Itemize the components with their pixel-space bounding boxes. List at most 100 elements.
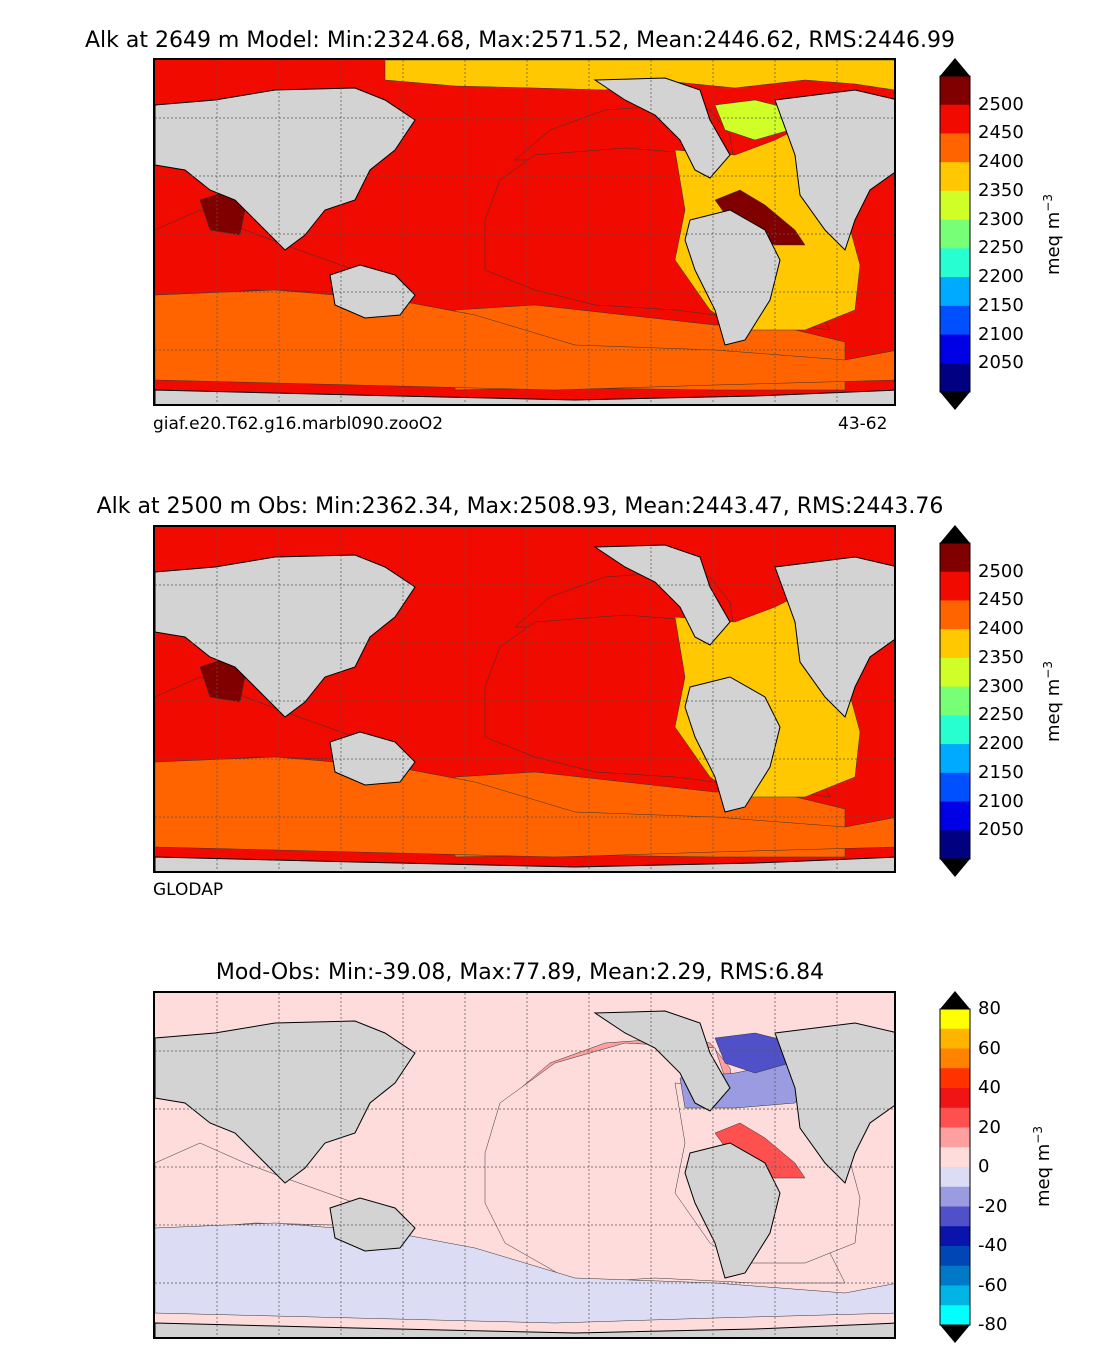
colorbar-extend-min [940, 1325, 970, 1343]
colorbar-swatch [940, 1265, 970, 1286]
panel1-map-svg [155, 60, 894, 404]
colorbar-swatch [940, 162, 970, 192]
colorbar-swatch [940, 190, 970, 221]
colorbar-tick-label: 2250 [978, 704, 1024, 726]
colorbar-swatch [940, 277, 970, 307]
panel2-map [153, 525, 896, 873]
colorbar-swatch [940, 571, 970, 601]
colorbar-svg [939, 58, 971, 410]
colorbar-swatch [940, 1246, 970, 1267]
colorbar-svg [939, 991, 971, 1343]
colorbar-swatch [940, 1028, 970, 1049]
colorbar-tick-label: -60 [978, 1274, 1008, 1296]
colorbar-swatch [940, 772, 970, 803]
colorbar-swatch [940, 657, 970, 688]
colorbar-swatch [940, 830, 970, 860]
colorbar-tick-label: 2100 [978, 790, 1024, 812]
colorbar-tick-label: 0 [978, 1156, 990, 1177]
panel2-title: Alk at 2500 m Obs: Min:2362.34, Max:2508… [96, 494, 944, 519]
colorbar-tick-label: 2250 [978, 237, 1024, 259]
colorbar-swatch [940, 1285, 970, 1306]
colorbar-swatch [940, 76, 970, 106]
colorbar-tick-label: 2050 [978, 352, 1024, 374]
colorbar-tick-label: 2050 [978, 819, 1024, 841]
colorbar-swatch [940, 1048, 970, 1069]
colorbar-tick-label: 2500 [978, 93, 1024, 115]
land-mass [593, 1010, 731, 1112]
land-mass [593, 77, 731, 179]
colorbar-tick-label: 80 [978, 998, 1001, 1019]
colorbar-extend-max [940, 991, 970, 1009]
panel1-caption-right: 43-62 [838, 414, 888, 434]
land-mass [329, 1197, 416, 1252]
colorbar-tick-label: 2450 [978, 122, 1024, 144]
land-mass [155, 1322, 894, 1337]
colorbar-swatch [940, 1088, 970, 1109]
colorbar-swatch [940, 1009, 970, 1030]
colorbar-tick-label: 2300 [978, 675, 1024, 697]
land-mass [329, 264, 416, 319]
colorbar-swatch [940, 629, 970, 659]
colorbar-swatch [940, 1305, 970, 1326]
panel3-colorbar-label: meq m−3 [1031, 1126, 1054, 1207]
colorbar-swatch [940, 219, 970, 249]
colorbar-tick-label: -40 [978, 1235, 1008, 1256]
colorbar-tick-label: 2200 [978, 733, 1024, 755]
panel1-map [153, 58, 896, 406]
colorbar-tick-label: 60 [978, 1037, 1001, 1059]
colorbar-svg [939, 525, 971, 877]
colorbar-swatch [940, 1107, 970, 1128]
colorbar-swatch [940, 543, 970, 573]
land-mass [593, 544, 731, 646]
panel1-colorbar [939, 58, 971, 410]
colorbar-swatch [940, 1068, 970, 1089]
land-mass [155, 554, 416, 718]
panel3-colorbar [939, 991, 971, 1343]
land-mass [774, 556, 894, 718]
colorbar-swatch [940, 248, 970, 278]
region-arctic [384, 60, 894, 91]
land-mass [155, 856, 894, 871]
land-mass [684, 209, 781, 346]
panel2-caption-left: GLODAP [153, 880, 224, 900]
colorbar-tick-label: 20 [978, 1116, 1001, 1138]
colorbar-swatch [940, 744, 970, 774]
panel2-colorbar [939, 525, 971, 877]
land-mass [684, 1142, 781, 1279]
colorbar-swatch [940, 1186, 970, 1207]
colorbar-tick-label: 2300 [978, 208, 1024, 230]
colorbar-tick-label: -80 [978, 1314, 1008, 1335]
panel1-title: Alk at 2649 m Model: Min:2324.68, Max:25… [84, 28, 956, 53]
colorbar-extend-min [940, 392, 970, 410]
colorbar-extend-min [940, 859, 970, 877]
colorbar-tick-label: 2150 [978, 761, 1024, 783]
colorbar-swatch [940, 686, 970, 716]
colorbar-tick-label: 2200 [978, 266, 1024, 288]
colorbar-swatch [940, 1127, 970, 1148]
colorbar-swatch [940, 1226, 970, 1247]
colorbar-tick-label: -20 [978, 1195, 1008, 1217]
colorbar-swatch [940, 715, 970, 745]
colorbar-swatch [940, 1206, 970, 1227]
colorbar-swatch [940, 104, 970, 134]
panel1-colorbar-label: meq m−3 [1041, 194, 1064, 275]
colorbar-swatch [940, 801, 970, 831]
colorbar-tick-label: 2450 [978, 589, 1024, 611]
colorbar-tick-label: 2500 [978, 560, 1024, 582]
colorbar-tick-label: 2350 [978, 646, 1024, 668]
colorbar-tick-label: 40 [978, 1077, 1001, 1098]
colorbar-swatch [940, 363, 970, 393]
colorbar-swatch [940, 1147, 970, 1168]
land-mass [774, 89, 894, 251]
colorbar-tick-label: 2400 [978, 151, 1024, 173]
land-mass [329, 731, 416, 786]
land-mass [155, 389, 894, 404]
colorbar-extend-max [940, 525, 970, 543]
land-mass [155, 87, 416, 251]
colorbar-swatch [940, 1167, 970, 1188]
colorbar-tick-label: 2100 [978, 323, 1024, 345]
panel1-caption-left: giaf.e20.T62.g16.marbl090.zooO2 [153, 414, 444, 434]
panel3-title: Mod-Obs: Min:-39.08, Max:77.89, Mean:2.2… [215, 960, 825, 985]
panel3-map-svg [155, 993, 894, 1337]
colorbar-swatch [940, 305, 970, 336]
